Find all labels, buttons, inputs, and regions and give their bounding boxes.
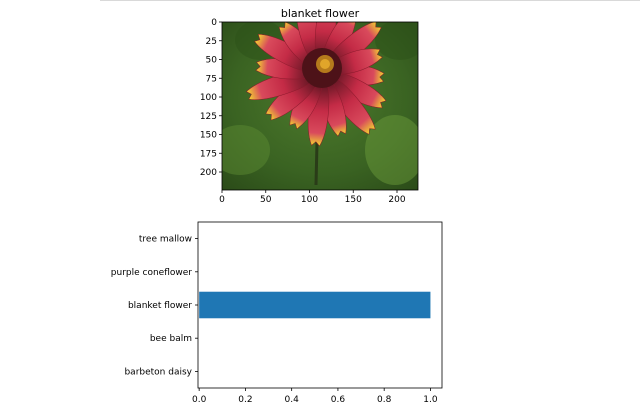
bar-x-tick-label: 0.4 — [285, 395, 300, 405]
bar-category-label: purple coneflower — [111, 268, 192, 278]
bar-x-tick-label: 0.0 — [192, 395, 207, 405]
top-divider — [100, 0, 640, 1]
bar-x-tick-label: 0.8 — [377, 395, 392, 405]
image-x-axis: 0 50 100 150 200 — [219, 190, 406, 205]
image-x-tick-label: 200 — [388, 195, 405, 205]
image-x-tick-label: 150 — [345, 195, 362, 205]
bar-blanket-flower — [199, 291, 431, 319]
image-y-tick-label: 175 — [200, 149, 217, 159]
bar-x-tick-label: 0.2 — [238, 395, 252, 405]
bar-category-label: bee balm — [150, 334, 192, 344]
bar-x-tick-label: 0.6 — [331, 395, 346, 405]
bar-y-axis: barbeton daisy bee balm blanket flower purp… — [111, 235, 198, 377]
bar-category-label: blanket flower — [128, 301, 192, 311]
bar-x-axis: 0.0 0.2 0.4 0.6 0.8 1.0 — [192, 388, 438, 405]
image-y-tick-label: 100 — [200, 93, 217, 103]
image-x-tick-label: 50 — [260, 195, 272, 205]
image-y-tick-label: 50 — [206, 56, 218, 66]
image-y-tick-label: 200 — [200, 168, 217, 178]
bar-x-tick-label: 1.0 — [423, 395, 438, 405]
image-y-axis: 0 25 50 75 100 125 150 175 200 — [200, 18, 222, 178]
image-y-tick-label: 25 — [206, 37, 217, 47]
bar-category-label: tree mallow — [139, 235, 192, 245]
image-x-tick-label: 0 — [219, 195, 225, 205]
image-y-tick-label: 150 — [200, 131, 217, 141]
image-y-tick-label: 75 — [206, 74, 217, 84]
bar-series — [199, 291, 431, 319]
image-title: blanket flower — [281, 7, 360, 20]
bar-category-label: barbeton daisy — [124, 367, 192, 377]
image-y-tick-label: 0 — [211, 18, 217, 28]
image-y-tick-label: 125 — [200, 112, 217, 122]
flower-photo — [222, 22, 418, 190]
image-x-tick-label: 100 — [301, 195, 318, 205]
